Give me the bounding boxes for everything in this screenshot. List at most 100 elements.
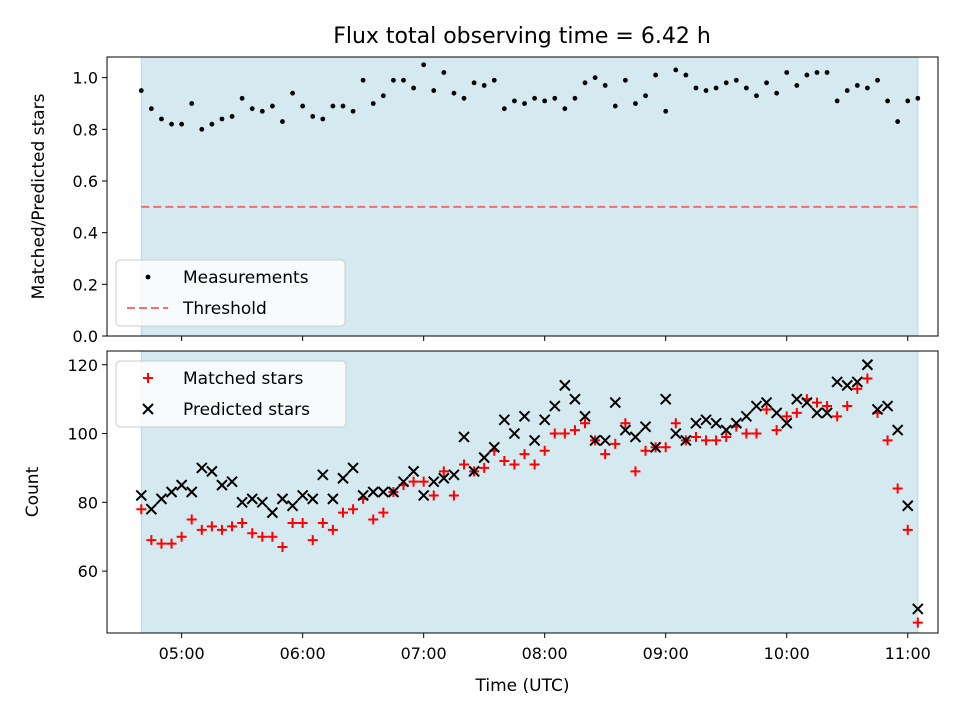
data-point: [580, 418, 591, 429]
legend-box: [115, 360, 347, 428]
data-point: [175, 479, 188, 491]
data-point: [821, 407, 833, 419]
data-point: [206, 465, 218, 478]
data-point: [871, 403, 884, 416]
data-point: [549, 428, 560, 439]
plot-frame: [106, 56, 939, 337]
data-point: [834, 98, 840, 104]
x-tick-label: 11:00: [885, 644, 931, 663]
data-point: [764, 80, 769, 86]
data-point: [518, 410, 531, 423]
data-point: [159, 116, 164, 122]
data-point: [509, 459, 520, 470]
data-point: [337, 507, 348, 518]
y-tick-label: 60: [78, 562, 98, 581]
data-point: [307, 493, 319, 505]
data-point: [317, 469, 329, 481]
data-point: [236, 496, 248, 509]
data-point: [885, 98, 890, 104]
data-point: [317, 517, 328, 528]
data-point: [136, 504, 147, 515]
y-axis-label: Count: [23, 466, 43, 517]
data-point: [522, 101, 527, 106]
data-point: [145, 503, 158, 515]
data-point: [721, 431, 732, 442]
data-point: [327, 524, 338, 535]
data-point: [794, 83, 800, 88]
data-point: [300, 103, 306, 109]
data-point: [824, 70, 830, 75]
data-point: [784, 70, 790, 75]
data-point: [743, 85, 749, 91]
data-point: [499, 456, 510, 467]
data-point: [670, 427, 682, 440]
data-point: [269, 103, 275, 109]
data-point: [733, 77, 739, 83]
data-point: [451, 90, 457, 96]
data-point: [438, 472, 450, 484]
data-point: [179, 121, 185, 127]
data-point: [249, 106, 255, 112]
plot-frame: [106, 350, 939, 634]
count-panel: 60 80 100 120 05:00 06:00 07:00 08:00 09:00 10:00…: [23, 350, 939, 696]
data-point: [865, 85, 870, 91]
data-point: [498, 414, 511, 426]
data-point: [199, 126, 205, 132]
data-point: [602, 83, 608, 88]
data-point: [138, 88, 144, 93]
data-point: [701, 435, 712, 446]
y-tick-label: 120: [67, 356, 98, 375]
data-point: [811, 407, 823, 419]
data-point: [428, 490, 439, 501]
data-point: [781, 411, 792, 422]
data-point: [458, 431, 470, 443]
chart-title: Flux total observing time = 6.42 h: [333, 24, 711, 49]
data-point: [347, 462, 359, 474]
legend-label: Measurements: [183, 268, 309, 288]
data-point: [592, 75, 598, 81]
data-point: [186, 486, 198, 498]
data-point: [579, 410, 591, 423]
data-point: [468, 465, 480, 478]
y-tick-label: 80: [78, 493, 98, 512]
data-point: [479, 462, 490, 473]
data-point: [155, 493, 168, 505]
legend-marker: [143, 373, 153, 383]
data-point: [659, 393, 672, 405]
data-point: [350, 108, 356, 114]
data-point: [619, 424, 632, 436]
data-point: [411, 85, 416, 91]
data-point: [711, 435, 722, 446]
data-point: [226, 475, 238, 488]
data-point: [327, 493, 339, 505]
data-point: [256, 496, 269, 509]
data-point: [529, 459, 540, 470]
data-point: [781, 417, 793, 429]
data-point: [216, 479, 228, 491]
data-point: [844, 88, 850, 93]
data-point: [459, 459, 470, 470]
data-point: [186, 514, 197, 525]
data-point: [589, 434, 601, 447]
data-point: [633, 101, 638, 106]
x-axis-label: Time (UTC): [475, 676, 570, 696]
data-point: [276, 493, 289, 505]
data-point: [407, 465, 420, 478]
data-point: [912, 603, 924, 615]
data-point: [653, 72, 659, 78]
y-tick-label: 1.0: [73, 69, 98, 88]
data-point: [842, 401, 853, 412]
x-tick-label: 09:00: [643, 644, 689, 663]
data-point: [501, 106, 507, 112]
data-point: [680, 434, 692, 447]
data-point: [562, 106, 568, 112]
data-point: [861, 359, 874, 371]
data-point: [287, 517, 298, 528]
data-point: [832, 411, 843, 422]
data-point: [348, 504, 359, 515]
data-point: [892, 483, 903, 494]
data-point: [277, 542, 288, 553]
data-point: [841, 379, 853, 392]
data-point: [703, 88, 709, 93]
data-point: [572, 95, 578, 101]
